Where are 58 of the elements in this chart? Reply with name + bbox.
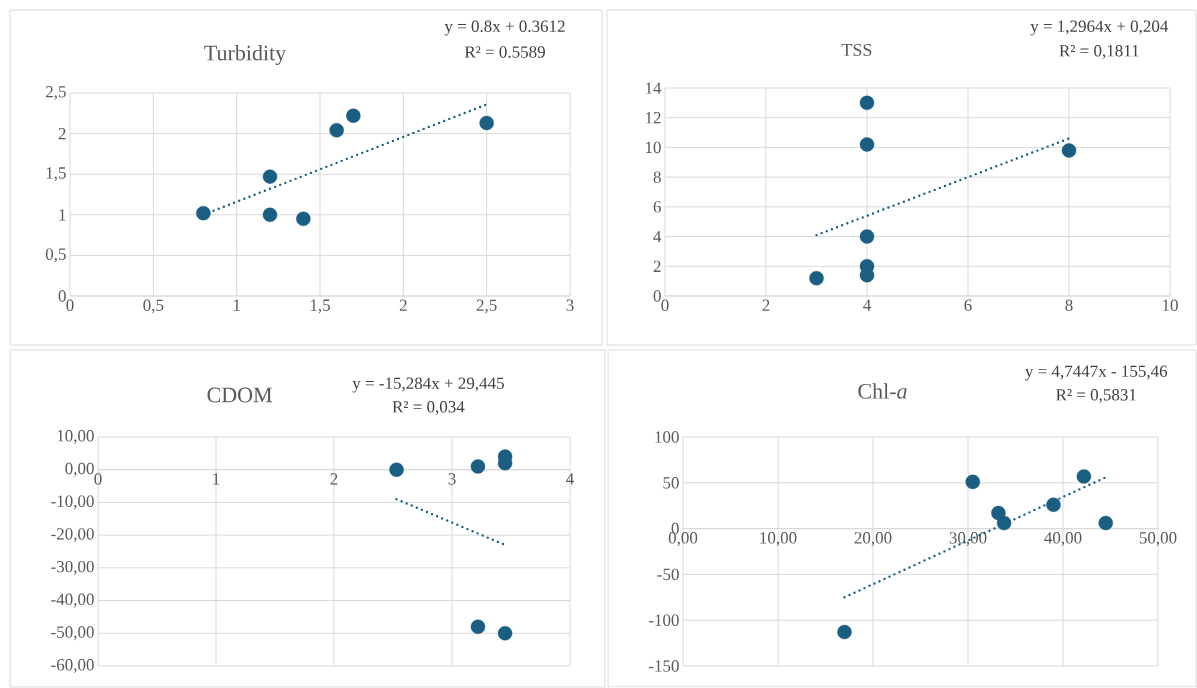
y-tick-label: -150 — [648, 660, 679, 672]
x-tick-label: 10 — [1162, 299, 1178, 311]
chart-title: Turbidity — [204, 44, 287, 65]
y-tick-label: 0 — [58, 290, 66, 302]
x-tick-label: 1,5 — [310, 299, 330, 314]
y-tick-label: -40,00 — [51, 593, 94, 608]
text: R² = 0,5831 — [1056, 389, 1136, 403]
chart-title: CDOM — [207, 387, 272, 403]
x-tick-label: 1 — [213, 473, 220, 485]
x-tick-label: 0,5 — [143, 299, 164, 314]
y-tick-label: -60,00 — [51, 659, 94, 673]
x-tick-label: 3 — [566, 299, 574, 311]
x-tick-label: 2 — [762, 299, 770, 311]
y-tick-label: 14 — [645, 82, 662, 94]
y-tick-label: 100 — [655, 431, 679, 443]
y-tick-label: 12 — [645, 112, 661, 124]
x-tick-label: 2 — [399, 299, 407, 311]
x-tick-label: 10,00 — [760, 532, 797, 547]
y-tick-label: 2 — [653, 260, 661, 272]
y-tick-label: -100 — [648, 614, 679, 626]
y-tick-label: -20,00 — [51, 528, 94, 543]
y-tick-label: 1 — [59, 209, 66, 221]
x-tick-label: 50,00 — [1139, 532, 1177, 547]
text: R² = 0.5589 — [464, 46, 545, 58]
y-tick-label: 6 — [653, 201, 661, 213]
y-tick-label: 2,5 — [45, 86, 66, 100]
y-tick-label: 0,5 — [45, 248, 66, 263]
y-tick-label: -10,00 — [51, 495, 94, 510]
y-tick-label: 10 — [645, 141, 661, 154]
x-tick-label: 4 — [566, 473, 574, 485]
y-tick-label: 10,00 — [57, 430, 94, 444]
text: y = 1,2964x + 0,204 — [1030, 20, 1169, 36]
x-tick-label: 8 — [1065, 299, 1073, 311]
text: y = -15,284x + 29,445 — [352, 377, 504, 393]
chart-title: TSS — [841, 43, 872, 57]
chart-title: Chl-a — [858, 383, 907, 399]
x-tick-label: 2 — [330, 473, 338, 485]
y-tick-label: 1,5 — [46, 167, 66, 182]
y-tick-label: 8 — [653, 171, 661, 183]
y-tick-label: 0 — [653, 290, 661, 302]
x-tick-label: 6 — [964, 299, 972, 311]
text: R² = 0,1811 — [1059, 45, 1139, 59]
text: y = 0.8x + 0.3612 — [444, 20, 565, 36]
y-tick-label: -30,00 — [51, 560, 94, 575]
y-tick-label: 2 — [58, 127, 66, 140]
text: R² = 0,034 — [392, 401, 465, 415]
x-tick-label: 0 — [94, 473, 102, 485]
x-tick-label: 1 — [233, 299, 240, 311]
x-tick-label: 20,00 — [854, 532, 892, 547]
y-tick-label: -50 — [657, 568, 679, 581]
x-tick-label: 4 — [863, 299, 871, 311]
y-tick-label: 50 — [663, 477, 679, 489]
x-tick-label: 3 — [448, 473, 456, 485]
y-tick-label: -50,00 — [51, 626, 94, 641]
x-tick-label: 2,5 — [476, 299, 497, 314]
text: y = 4,7447x - 155,46 — [1025, 365, 1168, 381]
y-tick-label: 4 — [653, 230, 662, 243]
x-tick-label: 40,00 — [1044, 532, 1082, 547]
